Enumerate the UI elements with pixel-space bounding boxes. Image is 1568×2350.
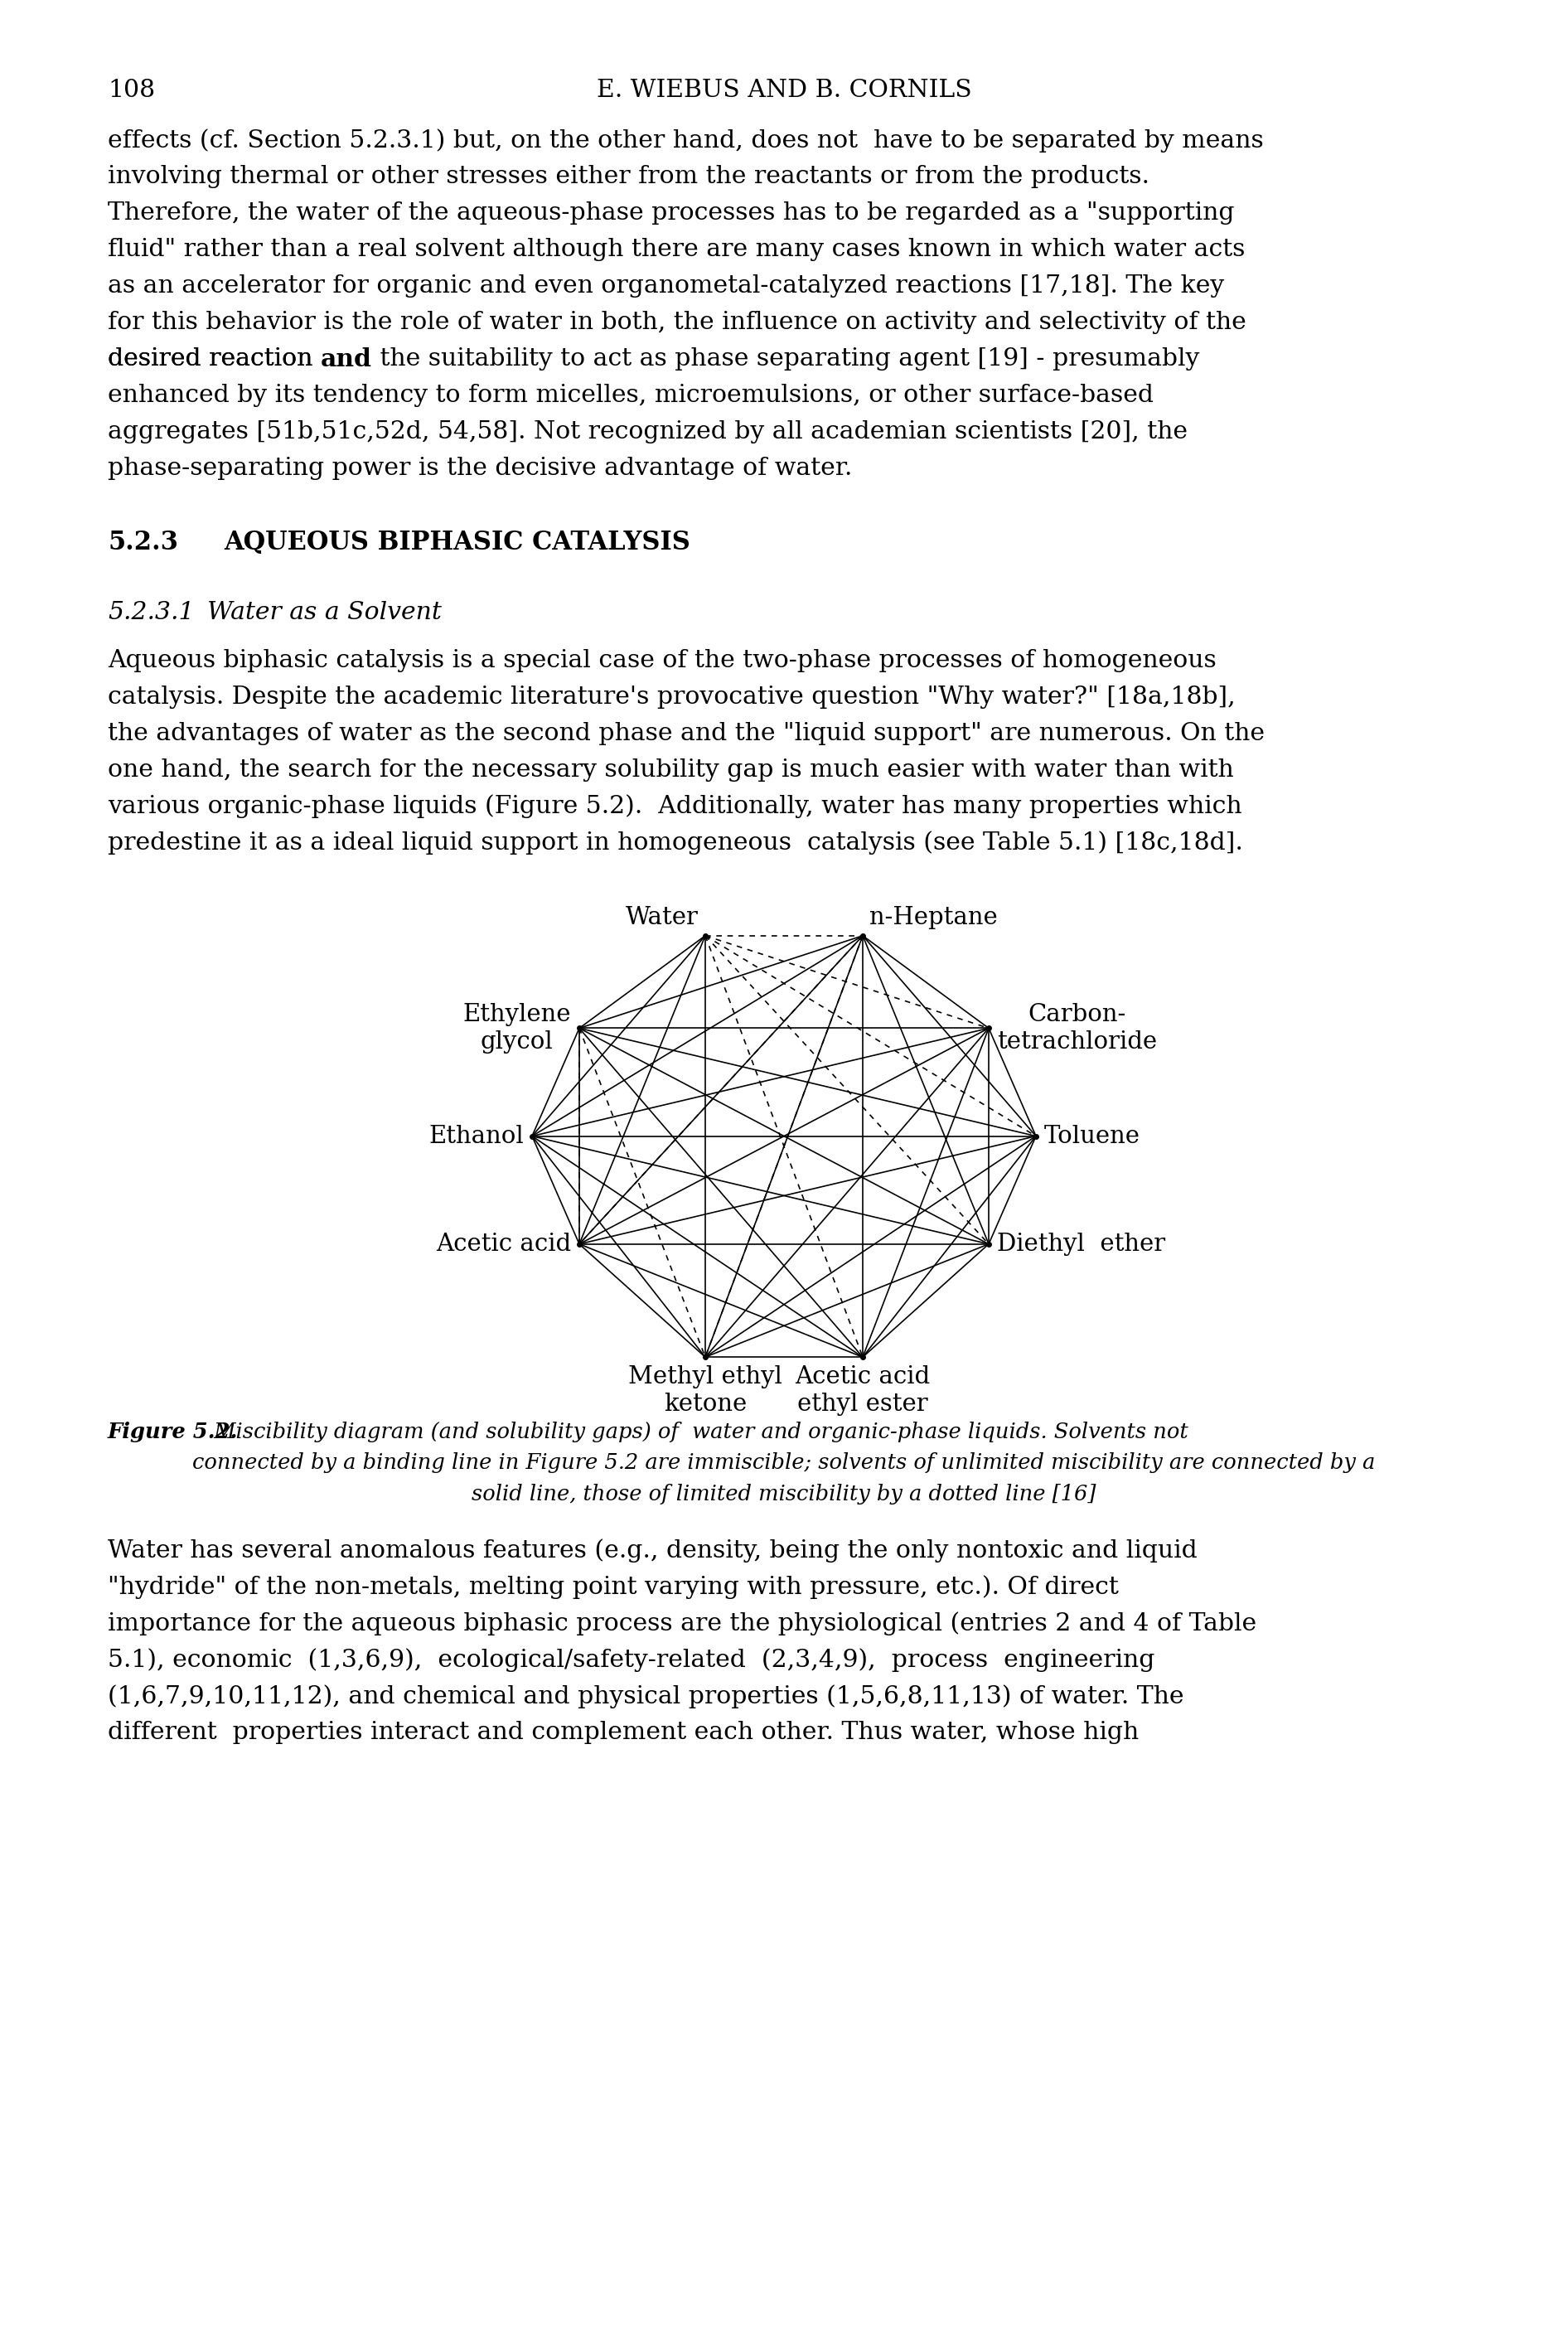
Text: and: and <box>320 348 372 371</box>
Text: involving thermal or other stresses either from the reactants or from the produc: involving thermal or other stresses eith… <box>108 164 1149 188</box>
Text: "hydride" of the non-metals, melting point varying with pressure, etc.). Of dire: "hydride" of the non-metals, melting poi… <box>108 1574 1118 1598</box>
Text: Acetic acid: Acetic acid <box>436 1231 571 1255</box>
Text: Water as a Solvent: Water as a Solvent <box>207 602 442 625</box>
Text: different  properties interact and complement each other. Thus water, whose high: different properties interact and comple… <box>108 1720 1138 1744</box>
Text: fluid" rather than a real solvent although there are many cases known in which w: fluid" rather than a real solvent althou… <box>108 237 1245 261</box>
Text: Methyl ethyl
ketone: Methyl ethyl ketone <box>629 1365 782 1415</box>
Text: 5.1), economic  (1,3,6,9),  ecological/safety-related  (2,3,4,9),  process  engi: 5.1), economic (1,3,6,9), ecological/saf… <box>108 1647 1154 1671</box>
Text: Aqueous biphasic catalysis is a special case of the two-phase processes of homog: Aqueous biphasic catalysis is a special … <box>108 649 1217 672</box>
Text: various organic-phase liquids (Figure 5.2).  Additionally, water has many proper: various organic-phase liquids (Figure 5.… <box>108 794 1242 818</box>
Text: Water has several anomalous features (e.g., density, being the only nontoxic and: Water has several anomalous features (e.… <box>108 1539 1198 1563</box>
Text: for this behavior is the role of water in both, the influence on activity and se: for this behavior is the role of water i… <box>108 310 1247 334</box>
Text: catalysis. Despite the academic literature's provocative question "Why water?" [: catalysis. Despite the academic literatu… <box>108 686 1236 707</box>
Text: Water: Water <box>626 905 699 928</box>
Text: AQUEOUS BIPHASIC CATALYSIS: AQUEOUS BIPHASIC CATALYSIS <box>224 529 690 555</box>
Text: phase-separating power is the decisive advantage of water.: phase-separating power is the decisive a… <box>108 456 853 479</box>
Text: one hand, the search for the necessary solubility gap is much easier with water : one hand, the search for the necessary s… <box>108 759 1234 780</box>
Text: the advantages of water as the second phase and the "liquid support" are numerou: the advantages of water as the second ph… <box>108 721 1265 745</box>
Text: Diethyl  ether: Diethyl ether <box>997 1231 1165 1255</box>
Text: Toluene: Toluene <box>1044 1126 1140 1147</box>
Text: (1,6,7,9,10,11,12), and chemical and physical properties (1,5,6,8,11,13) of wate: (1,6,7,9,10,11,12), and chemical and phy… <box>108 1685 1184 1708</box>
Text: 108: 108 <box>108 80 155 101</box>
Text: the suitability to act as phase separating agent [19] - presumably: the suitability to act as phase separati… <box>372 348 1200 371</box>
Text: desired reaction: desired reaction <box>108 348 320 371</box>
Text: Figure 5.2.: Figure 5.2. <box>108 1422 238 1443</box>
Text: importance for the aqueous biphasic process are the physiological (entries 2 and: importance for the aqueous biphasic proc… <box>108 1612 1256 1636</box>
Text: enhanced by its tendency to form micelles, microemulsions, or other surface-base: enhanced by its tendency to form micelle… <box>108 383 1154 407</box>
Text: effects (cf. Section 5.2.3.1) but, on the other hand, does not  have to be separ: effects (cf. Section 5.2.3.1) but, on th… <box>108 129 1264 153</box>
Text: Miscibility diagram (and solubility gaps) of  water and organic-phase liquids. S: Miscibility diagram (and solubility gaps… <box>207 1422 1189 1443</box>
Text: 5.2.3.1: 5.2.3.1 <box>108 602 194 625</box>
Text: as an accelerator for organic and even organometal-catalyzed reactions [17,18]. : as an accelerator for organic and even o… <box>108 275 1225 298</box>
Text: Acetic acid
ethyl ester: Acetic acid ethyl ester <box>795 1365 930 1415</box>
Text: n-Heptane: n-Heptane <box>869 905 997 928</box>
Text: connected by a binding line in Figure 5.2 are immiscible; solvents of unlimited : connected by a binding line in Figure 5.… <box>193 1452 1375 1473</box>
Text: solid line, those of limited miscibility by a dotted line [16]: solid line, those of limited miscibility… <box>472 1483 1096 1504</box>
Text: aggregates [51b,51c,52d, 54,58]. Not recognized by all academian scientists [20]: aggregates [51b,51c,52d, 54,58]. Not rec… <box>108 421 1187 444</box>
Text: 5.2.3: 5.2.3 <box>108 529 179 555</box>
Text: predestine it as a ideal liquid support in homogeneous  catalysis (see Table 5.1: predestine it as a ideal liquid support … <box>108 832 1243 855</box>
Text: desired reaction: desired reaction <box>108 348 320 371</box>
Text: Carbon-
tetrachloride: Carbon- tetrachloride <box>997 1003 1157 1053</box>
Text: Ethanol: Ethanol <box>428 1126 524 1147</box>
Text: Ethylene
glycol: Ethylene glycol <box>463 1003 571 1053</box>
Text: Therefore, the water of the aqueous-phase processes has to be regarded as a "sup: Therefore, the water of the aqueous-phas… <box>108 202 1234 226</box>
Text: E. WIEBUS AND B. CORNILS: E. WIEBUS AND B. CORNILS <box>596 80 972 101</box>
